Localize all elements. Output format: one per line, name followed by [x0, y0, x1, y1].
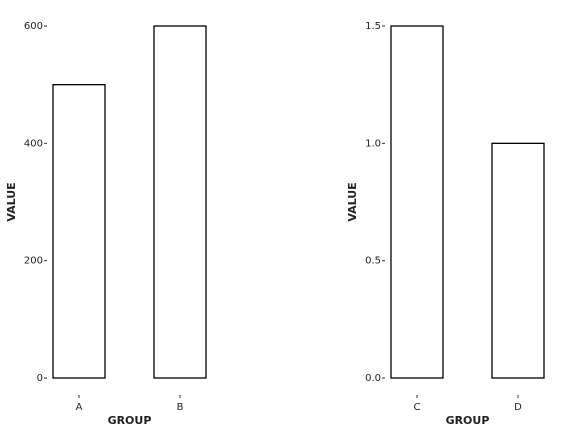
y-tick-label: 200: [24, 256, 43, 267]
y-axis-label: VALUE: [346, 182, 359, 221]
y-tick-label: 1.0: [365, 138, 381, 149]
y-tick-label: 400: [24, 138, 43, 149]
x-tick-label: B: [177, 402, 184, 413]
y-tick-label: 0.5: [365, 256, 381, 267]
y-tick-label: 1.5: [365, 21, 381, 32]
bar: [153, 25, 207, 379]
y-tick-label: 600: [24, 21, 43, 32]
bar: [52, 84, 106, 379]
x-axis-label: GROUP: [446, 414, 490, 427]
x-tick-label: C: [414, 402, 421, 413]
y-tick-label: 0: [37, 373, 43, 384]
y-axis-label: VALUE: [5, 182, 18, 221]
x-tick-label: D: [514, 402, 522, 413]
x-tick-label: A: [76, 402, 83, 413]
y-tick-label: 0.0: [365, 373, 381, 384]
x-axis-label: GROUP: [108, 414, 152, 427]
bar: [390, 25, 444, 379]
bar: [491, 142, 545, 379]
